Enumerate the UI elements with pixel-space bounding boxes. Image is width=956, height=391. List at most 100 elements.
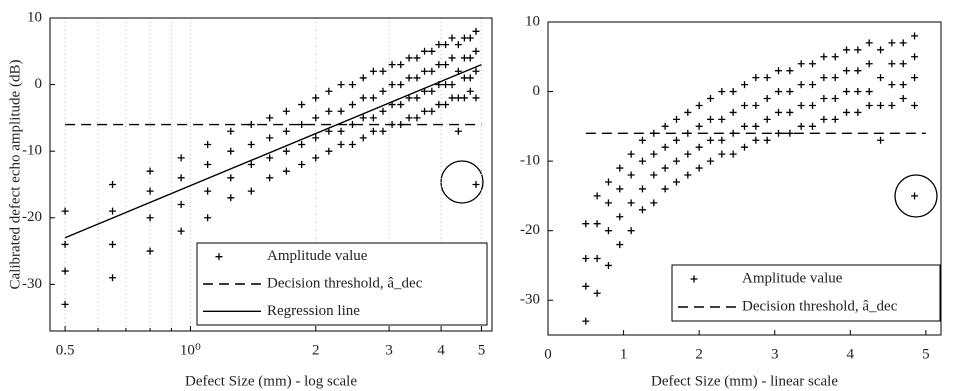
scatter-point	[460, 34, 468, 42]
scatter-point	[359, 74, 367, 82]
scatter-point	[460, 54, 468, 62]
scatter-point	[442, 101, 450, 109]
scatter-point	[627, 199, 635, 207]
scatter-point	[911, 192, 919, 200]
scatter-point	[820, 74, 828, 82]
scatter-point	[616, 164, 624, 172]
scatter-point	[706, 115, 714, 123]
scatter-point	[298, 161, 306, 169]
scatter-point	[911, 53, 919, 61]
scatter-point	[854, 67, 862, 75]
x-tick-label: 4	[847, 346, 855, 362]
scatter-point	[466, 34, 474, 42]
scatter-point	[454, 94, 462, 102]
scatter-point	[247, 141, 255, 149]
scatter-point	[312, 134, 320, 142]
scatter-point	[177, 154, 185, 162]
scatter-point	[227, 174, 235, 182]
scatter-point	[359, 134, 367, 142]
scatter-point	[337, 127, 345, 135]
y-tick-label: -10	[520, 153, 540, 169]
legend-label: Amplitude value	[742, 270, 843, 286]
scatter-point	[337, 81, 345, 89]
scatter-point	[448, 54, 456, 62]
scatter-point	[797, 60, 805, 68]
scatter-point	[797, 81, 805, 89]
scatter-point	[460, 94, 468, 102]
scatter-point	[472, 94, 480, 102]
scatter-point	[706, 136, 714, 144]
scatter-point	[763, 95, 771, 103]
scatter-point	[911, 101, 919, 109]
scatter-point	[672, 157, 680, 165]
scatter-point	[672, 136, 680, 144]
legend-label: Decision threshold, â_dec	[742, 298, 898, 314]
y-tick-label: 10	[27, 9, 42, 25]
scatter-point	[348, 141, 356, 149]
scatter-point	[61, 267, 69, 275]
scatter-point	[337, 141, 345, 149]
scatter-point	[61, 240, 69, 248]
scatter-point	[359, 114, 367, 122]
x-tick-label: 4	[437, 342, 445, 358]
scatter-point	[421, 47, 429, 55]
scatter-point	[706, 157, 714, 165]
scatter-point	[627, 150, 635, 158]
scatter-point	[775, 108, 783, 116]
scatter-point	[582, 220, 590, 228]
scatter-point	[227, 127, 235, 135]
scatter-point	[582, 254, 590, 262]
scatter-point	[388, 81, 396, 89]
scatter-point	[454, 41, 462, 49]
scatter-point	[109, 180, 117, 188]
scatter-point	[718, 88, 726, 96]
x-axis-label: Defect Size (mm) - log scale	[185, 373, 357, 389]
scatter-point	[809, 60, 817, 68]
scatter-point	[204, 187, 212, 195]
scatter-point	[695, 164, 703, 172]
scatter-point	[405, 114, 413, 122]
scatter-point	[865, 88, 873, 96]
scatter-point	[741, 81, 748, 89]
scatter-point	[421, 107, 429, 115]
scatter-point	[146, 187, 154, 195]
scatter-point	[247, 161, 255, 169]
scatter-point	[877, 101, 885, 109]
outlier-circle	[894, 174, 938, 218]
scatter-point	[369, 67, 377, 75]
x-tick-label: 2	[695, 346, 703, 362]
scatter-point	[593, 254, 601, 262]
scatter-point	[820, 53, 828, 61]
scatter-point	[809, 101, 817, 109]
scatter-point	[379, 87, 387, 95]
scatter-point	[786, 108, 794, 116]
scatter-point	[405, 94, 413, 102]
scatter-point	[729, 150, 737, 158]
y-tick-label: -20	[520, 222, 540, 238]
scatter-point	[472, 27, 480, 35]
scatter-point	[831, 53, 839, 61]
scatter-point	[204, 214, 212, 222]
y-tick-label: -20	[22, 209, 42, 225]
y-tick-label: -30	[520, 292, 540, 308]
scatter-point	[650, 150, 658, 158]
scatter-point	[616, 213, 624, 221]
x-tick-label: 0	[544, 346, 552, 362]
scatter-point	[428, 67, 436, 75]
scatter-point	[684, 108, 692, 116]
scatter-point	[831, 115, 839, 123]
scatter-point	[888, 60, 896, 68]
x-tick-label: 0.5	[56, 342, 75, 358]
scatter-point	[397, 81, 405, 89]
scatter-point	[604, 178, 612, 186]
scatter-point	[266, 134, 274, 142]
scatter-point	[388, 61, 396, 69]
scatter-point	[843, 46, 851, 54]
scatter-point	[177, 200, 185, 208]
scatter-point	[877, 74, 885, 82]
scatter-point	[899, 39, 907, 47]
scatter-point	[604, 261, 612, 269]
scatter-point	[428, 87, 436, 95]
scatter-point	[593, 192, 601, 200]
